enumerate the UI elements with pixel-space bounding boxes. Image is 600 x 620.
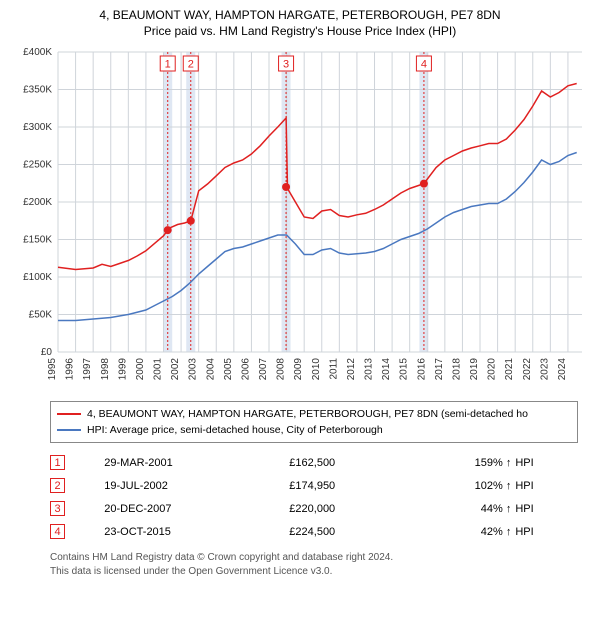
tx-marker: 1	[50, 455, 65, 470]
tx-date: 20-DEC-2007	[104, 497, 289, 520]
svg-text:2022: 2022	[522, 358, 533, 381]
svg-text:£50K: £50K	[29, 310, 53, 321]
svg-text:1996: 1996	[65, 358, 76, 381]
footnote: Contains HM Land Registry data © Crown c…	[50, 551, 578, 578]
svg-text:£400K: £400K	[23, 47, 52, 58]
chart-svg: £0 £50K £100K £150K £200K £250K £300K £350K £400…	[10, 46, 590, 391]
table-row: 2 19-JUL-2002£174,950102% ↑HPI	[50, 474, 578, 497]
svg-text:2000: 2000	[135, 358, 146, 381]
tx-price: £224,500	[289, 520, 425, 543]
svg-text:2: 2	[188, 59, 194, 71]
svg-text:2021: 2021	[504, 358, 515, 381]
tx-hpi-label: HPI	[511, 520, 578, 543]
svg-text:2024: 2024	[557, 358, 568, 381]
chart-title-line1: 4, BEAUMONT WAY, HAMPTON HARGATE, PETERB…	[10, 8, 590, 22]
svg-text:2005: 2005	[223, 358, 234, 381]
svg-text:£0: £0	[41, 347, 53, 358]
svg-text:1998: 1998	[100, 358, 111, 381]
svg-text:£350K: £350K	[23, 85, 52, 96]
svg-text:1997: 1997	[82, 358, 93, 381]
tx-pct: 44% ↑	[425, 497, 511, 520]
legend-item: HPI: Average price, semi-detached house,…	[57, 422, 571, 438]
svg-text:2014: 2014	[381, 358, 392, 381]
price-chart: £0 £50K £100K £150K £200K £250K £300K £350K £400…	[10, 46, 590, 391]
tx-marker: 3	[50, 501, 65, 516]
svg-text:2013: 2013	[364, 358, 375, 381]
tx-pct: 42% ↑	[425, 520, 511, 543]
svg-text:2003: 2003	[188, 358, 199, 381]
svg-text:1999: 1999	[117, 358, 128, 381]
legend-swatch	[57, 413, 81, 415]
svg-text:1: 1	[165, 59, 171, 71]
svg-text:2016: 2016	[416, 358, 427, 381]
svg-text:2009: 2009	[293, 358, 304, 381]
svg-text:2019: 2019	[469, 358, 480, 381]
svg-text:£150K: £150K	[23, 235, 52, 246]
legend-swatch	[57, 429, 81, 431]
tx-price: £220,000	[289, 497, 425, 520]
svg-text:2010: 2010	[311, 358, 322, 381]
svg-text:2015: 2015	[399, 358, 410, 381]
legend-item: 4, BEAUMONT WAY, HAMPTON HARGATE, PETERB…	[57, 406, 571, 422]
tx-price: £162,500	[289, 451, 425, 474]
svg-text:2008: 2008	[276, 358, 287, 381]
svg-text:£200K: £200K	[23, 197, 52, 208]
svg-text:2007: 2007	[258, 358, 269, 381]
tx-date: 19-JUL-2002	[104, 474, 289, 497]
legend: 4, BEAUMONT WAY, HAMPTON HARGATE, PETERB…	[50, 401, 578, 443]
svg-text:2020: 2020	[487, 358, 498, 381]
tx-pct: 102% ↑	[425, 474, 511, 497]
svg-text:3: 3	[283, 59, 289, 71]
legend-label: 4, BEAUMONT WAY, HAMPTON HARGATE, PETERB…	[87, 408, 528, 420]
tx-price: £174,950	[289, 474, 425, 497]
table-row: 3 20-DEC-2007£220,00044% ↑HPI	[50, 497, 578, 520]
tx-hpi-label: HPI	[511, 497, 578, 520]
svg-text:2017: 2017	[434, 358, 445, 381]
footnote-line1: Contains HM Land Registry data © Crown c…	[50, 552, 393, 563]
table-row: 1 29-MAR-2001£162,500159% ↑HPI	[50, 451, 578, 474]
tx-date: 23-OCT-2015	[104, 520, 289, 543]
transactions-table: 129-MAR-2001£162,500159% ↑HPI219-JUL-200…	[50, 451, 578, 543]
tx-date: 29-MAR-2001	[104, 451, 289, 474]
svg-text:2011: 2011	[328, 358, 339, 380]
svg-text:£250K: £250K	[23, 160, 52, 171]
chart-title-line2: Price paid vs. HM Land Registry's House …	[10, 24, 590, 38]
tx-marker: 2	[50, 478, 65, 493]
svg-text:£300K: £300K	[23, 122, 52, 133]
svg-text:2023: 2023	[539, 358, 550, 381]
footnote-line2: This data is licensed under the Open Gov…	[50, 566, 332, 577]
svg-text:1995: 1995	[47, 358, 58, 381]
tx-hpi-label: HPI	[511, 451, 578, 474]
tx-pct: 159% ↑	[425, 451, 511, 474]
svg-text:2002: 2002	[170, 358, 181, 381]
tx-marker: 4	[50, 524, 65, 539]
svg-text:4: 4	[421, 59, 427, 71]
table-row: 4 23-OCT-2015£224,50042% ↑HPI	[50, 520, 578, 543]
svg-text:2018: 2018	[451, 358, 462, 381]
legend-label: HPI: Average price, semi-detached house,…	[87, 424, 383, 436]
svg-text:2001: 2001	[153, 358, 164, 381]
tx-hpi-label: HPI	[511, 474, 578, 497]
svg-text:2012: 2012	[346, 358, 357, 381]
svg-text:2004: 2004	[205, 358, 216, 381]
svg-text:£100K: £100K	[23, 272, 52, 283]
svg-text:2006: 2006	[240, 358, 251, 381]
